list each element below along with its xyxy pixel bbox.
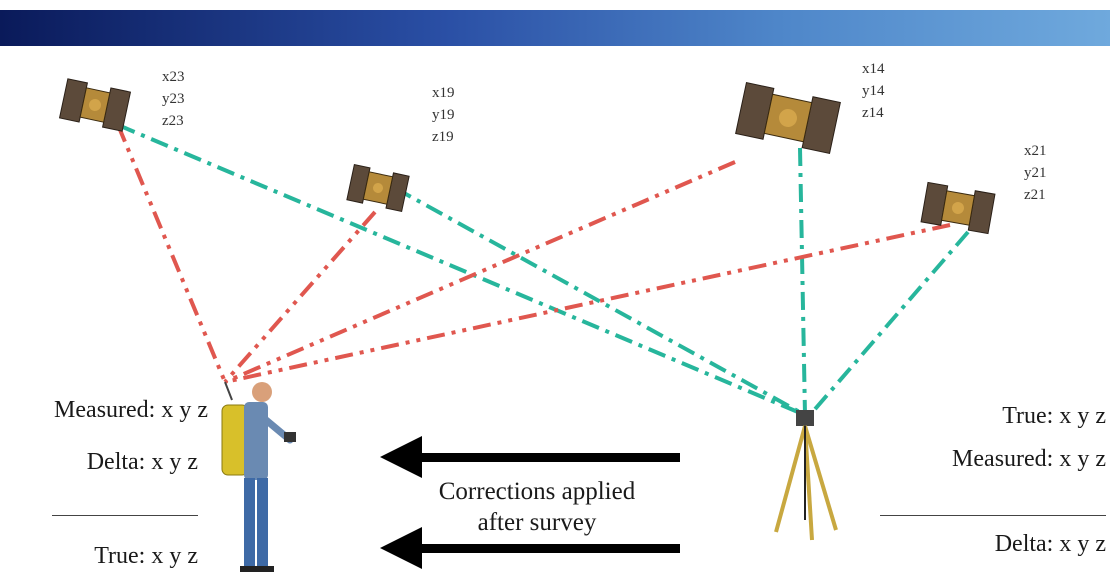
coord-y: y21: [1024, 165, 1047, 181]
coord-label-sat19: x19 y19 z19: [432, 82, 455, 148]
corrections-caption: Corrections applied after survey: [398, 476, 676, 538]
satellite-14: [735, 81, 841, 155]
coord-z: z19: [432, 129, 454, 145]
tripod-base-station: [774, 410, 838, 541]
coord-y: y19: [432, 107, 455, 123]
base-true-label: True: x y z: [1002, 403, 1106, 429]
coord-label-sat23: x23 y23 z23: [162, 66, 185, 132]
base-delta-label: Delta: x y z: [994, 531, 1106, 557]
coord-x: x14: [862, 61, 885, 77]
base-diff-rule: [880, 515, 1106, 516]
coord-label-sat21: x21 y21 z21: [1024, 140, 1047, 206]
rover-measured-label: Measured: x y z: [54, 397, 208, 423]
coord-z: z23: [162, 113, 184, 129]
rover-sum-rule: [52, 515, 198, 516]
satellite-23: [58, 78, 132, 132]
rover-signal-lines: [116, 124, 951, 384]
corrections-line-1: Corrections applied: [438, 478, 636, 505]
coord-x: x23: [162, 69, 185, 85]
rover-line-sat21: [224, 223, 951, 384]
correction-arrows: [380, 436, 680, 569]
coord-label-sat14: x14 y14 z14: [862, 58, 885, 124]
surveyor-figure: [221, 381, 296, 572]
coord-y: y14: [862, 83, 885, 99]
base-measured-label: Measured: x y z: [952, 446, 1106, 472]
rover-delta-label: Delta: x y z: [86, 449, 198, 475]
coord-x: x19: [432, 85, 455, 101]
base-line-sat19: [394, 186, 806, 417]
header-banner: [0, 10, 1110, 46]
rover-line-sat19: [223, 210, 377, 384]
rover-true-label: True: x y z: [94, 543, 198, 569]
rover-line-sat14: [224, 160, 736, 384]
base-line-sat21: [808, 230, 970, 417]
coord-x: x21: [1024, 143, 1047, 159]
base-signal-lines: [117, 123, 970, 417]
satellite-21: [920, 181, 996, 235]
coord-z: z21: [1024, 187, 1046, 203]
base-line-sat14: [798, 147, 807, 416]
corrections-line-2: after survey: [477, 509, 597, 536]
base-line-sat23: [117, 123, 806, 417]
coord-z: z14: [862, 105, 884, 121]
satellite-19: [346, 163, 410, 213]
coord-y: y23: [162, 91, 185, 107]
